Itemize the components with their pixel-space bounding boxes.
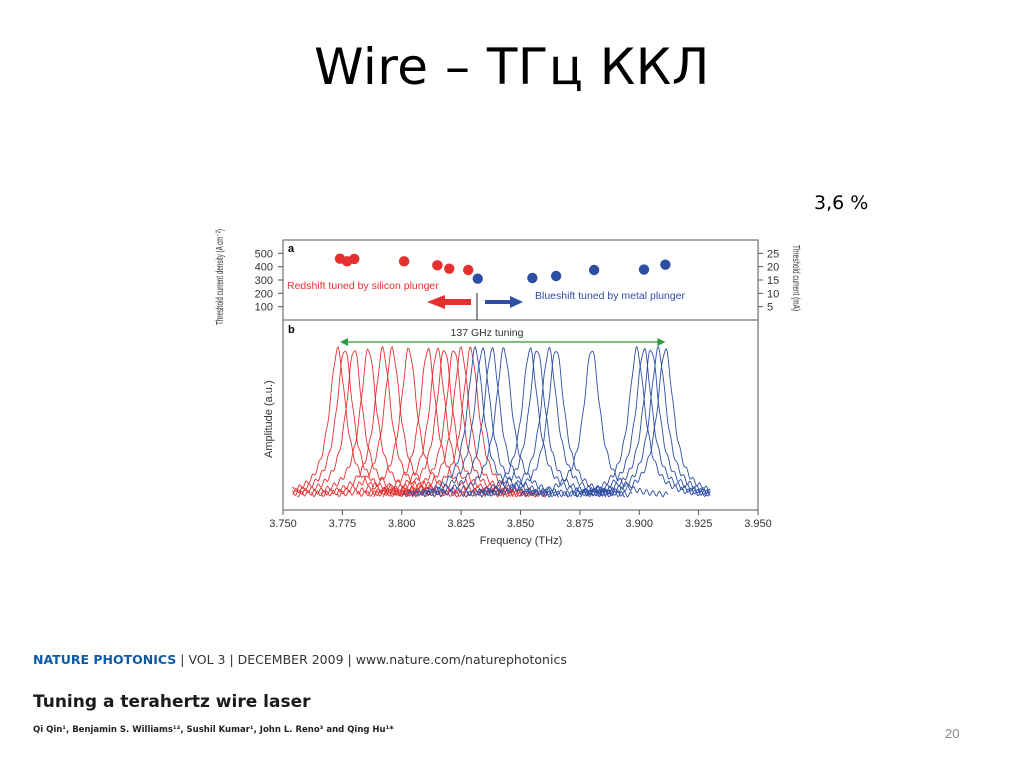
y-tick-label-left: 400 (255, 262, 273, 274)
y-tick-label-left: 500 (255, 248, 273, 260)
y-tick-label-left: 100 (255, 302, 273, 314)
blue-data-point (638, 264, 650, 275)
blue-spectrum-line (565, 345, 711, 498)
red-spectrum-line (296, 348, 445, 498)
blue-spectrum-line (593, 347, 710, 497)
x-axis-label: Frequency (THz) (480, 535, 563, 547)
journal-citation: NATURE PHOTONICS | VOL 3 | DECEMBER 2009… (33, 652, 567, 667)
red-data-point (444, 263, 455, 274)
blue-spectrum-line (579, 349, 711, 498)
red-spectrum-line (356, 347, 505, 498)
y-tick-label-right: 25 (767, 248, 779, 260)
blue-spectrum-line (410, 347, 559, 498)
red-data-point (349, 253, 360, 265)
y-tick-label-right: 5 (767, 302, 773, 314)
blue-data-point (588, 264, 600, 276)
tuning-arrowhead-right (657, 338, 666, 346)
red-data-point (432, 260, 443, 271)
figure-chart: a b Threshold current density (A cm⁻²) T… (215, 229, 801, 547)
tuning-arrowhead-left (340, 338, 348, 346)
panel-a-label: a (288, 243, 295, 255)
blue-spectrum-line (520, 350, 669, 498)
x-tick-label: 3.950 (744, 518, 772, 530)
red-spectrum-line (292, 345, 414, 498)
blue-data-point (527, 272, 538, 284)
paper-title: Tuning a terahertz wire laser (33, 692, 311, 712)
tuning-annotation: 137 GHz tuning (451, 327, 524, 339)
red-spectrum-line (320, 346, 469, 498)
y-tick-label-right: 15 (767, 275, 779, 287)
red-data-point (463, 264, 474, 276)
blue-spectrum-line (420, 347, 569, 498)
slide-title: Wire – ТГц ККЛ (314, 38, 710, 96)
blue-spectrum-line (484, 351, 633, 498)
y-tick-label-left: 200 (255, 288, 273, 300)
x-tick-label: 3.775 (329, 518, 357, 530)
panel-a-ylabel-right: Threshold current (mA) (790, 245, 801, 311)
blue-data-point (550, 270, 562, 282)
blue-spectrum-line (458, 347, 607, 498)
red-spectrum-line (337, 347, 486, 498)
x-tick-label: 3.750 (269, 518, 297, 530)
x-tick-label: 3.875 (566, 518, 594, 530)
x-tick-label: 3.825 (447, 518, 475, 530)
red-spectrum-line (292, 350, 431, 498)
x-tick-label: 3.850 (507, 518, 535, 530)
x-tick-label: 3.900 (625, 518, 653, 530)
blue-data-point (472, 273, 483, 284)
paper-authors: Qi Qin¹, Benjamin S. Williams¹², Sushil … (33, 725, 394, 735)
y-tick-label-right: 20 (767, 262, 779, 274)
red-data-point (398, 256, 410, 267)
blue-spectrum-line (586, 345, 711, 498)
panel-a-ylabel: Threshold current density (A cm⁻²) (215, 229, 226, 325)
blue-data-point (660, 259, 671, 270)
percent-note: 3,6 % (814, 192, 869, 214)
blueshift-annotation: Blueshift tuned by metal plunger (535, 290, 686, 302)
blue-spectrum-line (432, 347, 581, 498)
page-number: 20 (945, 726, 960, 741)
redshift-arrow (427, 295, 471, 309)
journal-name: NATURE PHOTONICS (33, 652, 177, 667)
blue-spectrum-line (403, 346, 552, 498)
blueshift-arrow (485, 296, 523, 308)
panel-b-ylabel: Amplitude (a.u.) (263, 380, 275, 458)
blue-spectrum-line (572, 347, 711, 498)
journal-details: | VOL 3 | DECEMBER 2009 | www.nature.com… (176, 652, 567, 667)
y-tick-label-left: 300 (255, 275, 273, 287)
y-tick-label-right: 10 (767, 288, 779, 300)
x-tick-label: 3.925 (685, 518, 713, 530)
redshift-annotation: Redshift tuned by silicon plunger (287, 280, 439, 292)
x-tick-label: 3.800 (388, 518, 416, 530)
panel-b-label: b (288, 324, 295, 336)
